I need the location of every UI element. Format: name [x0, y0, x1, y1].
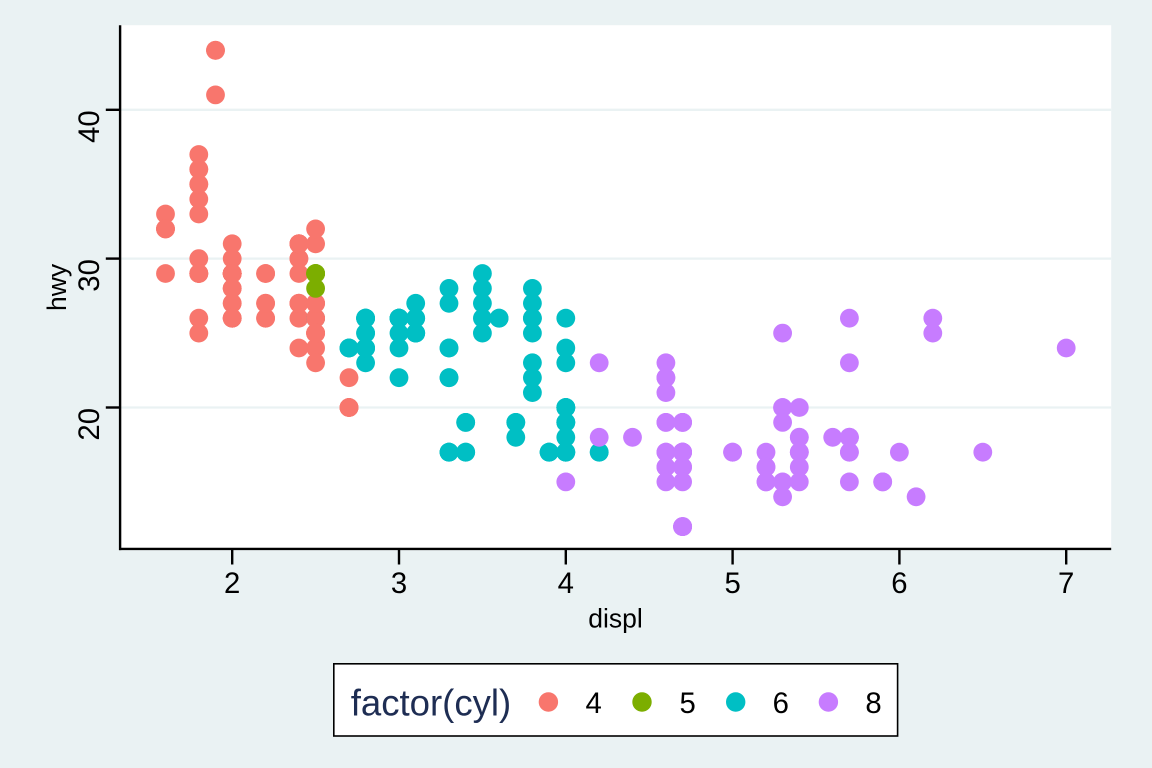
- svg-text:20: 20: [73, 408, 106, 441]
- svg-text:factor(cyl): factor(cyl): [351, 682, 512, 723]
- svg-text:hwy: hwy: [42, 263, 72, 311]
- svg-text:5: 5: [724, 567, 740, 600]
- svg-text:30: 30: [73, 259, 106, 292]
- svg-text:5: 5: [679, 687, 695, 720]
- svg-text:8: 8: [865, 687, 881, 720]
- svg-text:3: 3: [391, 567, 407, 600]
- svg-text:6: 6: [891, 567, 907, 600]
- svg-text:displ: displ: [588, 604, 643, 634]
- svg-text:2: 2: [224, 567, 240, 600]
- svg-text:4: 4: [558, 567, 574, 600]
- svg-text:40: 40: [73, 110, 106, 143]
- svg-text:7: 7: [1058, 567, 1074, 600]
- svg-text:6: 6: [773, 687, 789, 720]
- svg-text:4: 4: [586, 687, 602, 720]
